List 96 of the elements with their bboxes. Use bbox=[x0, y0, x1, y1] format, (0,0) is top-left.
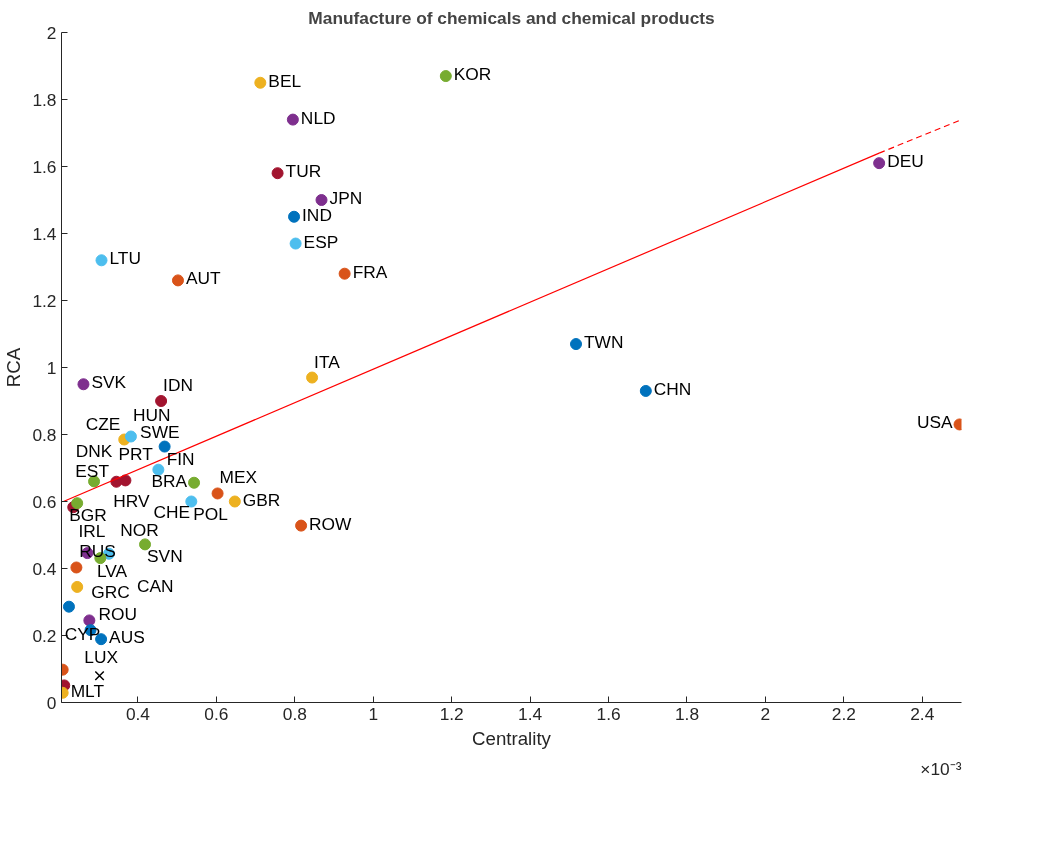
y-tick-label: 2 bbox=[46, 22, 57, 43]
annotation: MEX bbox=[219, 467, 258, 488]
point bbox=[95, 254, 108, 267]
point bbox=[71, 580, 84, 593]
annotation: USA bbox=[917, 412, 954, 433]
point bbox=[94, 670, 105, 681]
annotation: BRA bbox=[151, 470, 188, 491]
annotation: NLD bbox=[300, 107, 336, 128]
point bbox=[288, 210, 301, 223]
point bbox=[338, 267, 351, 280]
point bbox=[306, 371, 319, 384]
point bbox=[254, 76, 267, 89]
annotation: AUS bbox=[109, 627, 145, 648]
point bbox=[119, 474, 132, 487]
annotation: LUX bbox=[84, 647, 119, 668]
point bbox=[639, 384, 652, 397]
annotation: POL bbox=[193, 503, 229, 524]
annotation: FRA bbox=[352, 261, 388, 282]
point bbox=[295, 519, 308, 532]
point bbox=[211, 487, 224, 500]
annotation: KOR bbox=[453, 64, 492, 85]
x-tick-label: 1.2 bbox=[439, 703, 464, 724]
point bbox=[70, 561, 83, 574]
annotation: IDN bbox=[163, 375, 193, 395]
y-tick-label: 1.4 bbox=[32, 223, 57, 244]
annotation: ROU bbox=[98, 604, 138, 625]
annotation: JPN bbox=[329, 188, 363, 208]
annotation: IND bbox=[302, 204, 332, 225]
x-tick-label: 0.4 bbox=[125, 703, 151, 724]
x-tick-label: 2 bbox=[760, 703, 771, 724]
annotation: TWN bbox=[584, 332, 624, 353]
x-tick-label: 2.2 bbox=[831, 703, 856, 724]
annotation: CAN bbox=[136, 575, 174, 596]
point bbox=[289, 237, 302, 250]
x-tick-label: 2.4 bbox=[910, 703, 935, 724]
point bbox=[62, 600, 75, 613]
annotation: ITA bbox=[314, 351, 341, 372]
annotation: GBR bbox=[242, 489, 281, 510]
point bbox=[77, 378, 90, 391]
point bbox=[152, 463, 165, 476]
annotation: GRC bbox=[91, 582, 130, 603]
annotation: CHE bbox=[153, 502, 191, 523]
point bbox=[71, 497, 84, 510]
point bbox=[171, 274, 184, 287]
y-tick-label: 1.8 bbox=[32, 89, 57, 110]
x-tick-label: 1.4 bbox=[518, 703, 543, 724]
annotation: TUR bbox=[285, 161, 322, 182]
x-axis-title: Centrality bbox=[472, 727, 552, 749]
annotation: SVN bbox=[147, 546, 183, 567]
point bbox=[315, 194, 328, 206]
point bbox=[873, 157, 886, 170]
annotation: DNK bbox=[75, 441, 113, 462]
annotation: HRV bbox=[113, 491, 150, 512]
annotation: SVK bbox=[91, 372, 127, 393]
annotation: AUT bbox=[185, 268, 222, 289]
point bbox=[570, 338, 583, 351]
point bbox=[139, 538, 152, 551]
x-tick-label: 0.6 bbox=[204, 703, 229, 724]
annotation: CZE bbox=[85, 413, 121, 434]
annotation: ESP bbox=[303, 231, 339, 252]
annotation: PRT bbox=[118, 443, 154, 464]
text: ×10⁻³ bbox=[920, 758, 962, 779]
point bbox=[83, 614, 96, 627]
annotation: BEL bbox=[268, 70, 302, 91]
point bbox=[271, 167, 284, 180]
point bbox=[188, 476, 201, 489]
annotation: CHN bbox=[653, 378, 692, 399]
y-tick-label: 0.6 bbox=[32, 491, 57, 512]
point bbox=[185, 495, 198, 508]
x-tick-label: 1 bbox=[368, 703, 379, 724]
x-tick-label: 0.8 bbox=[282, 703, 307, 724]
chart-title: Manufacture of chemicals and chemical products bbox=[308, 7, 715, 28]
point bbox=[228, 495, 241, 508]
annotation: NOR bbox=[120, 520, 159, 541]
y-tick-label: 0.8 bbox=[32, 424, 57, 445]
y-tick-label: 1.2 bbox=[32, 290, 57, 311]
annotation: EST bbox=[75, 461, 110, 482]
x-tick-label: 1.8 bbox=[674, 703, 700, 724]
annotation: MLT bbox=[70, 680, 105, 701]
y-tick-label: 0.2 bbox=[32, 625, 57, 646]
y-tick-label: 1 bbox=[46, 357, 57, 378]
point bbox=[286, 113, 299, 126]
annotation: ROW bbox=[309, 513, 353, 534]
annotation: DEU bbox=[887, 151, 924, 172]
y-tick-label: 0 bbox=[46, 692, 57, 713]
y-axis-title: RCA bbox=[3, 347, 25, 388]
annotation: FIN bbox=[166, 448, 195, 469]
annotation: LVA bbox=[96, 560, 128, 581]
point bbox=[158, 440, 171, 453]
y-tick-label: 1.6 bbox=[32, 156, 57, 177]
point bbox=[124, 430, 137, 443]
point bbox=[155, 395, 168, 407]
annotation: LTU bbox=[109, 248, 141, 269]
y-tick-label: 0.4 bbox=[32, 558, 57, 579]
x-tick-label: 1.6 bbox=[596, 703, 621, 724]
point bbox=[439, 70, 452, 83]
